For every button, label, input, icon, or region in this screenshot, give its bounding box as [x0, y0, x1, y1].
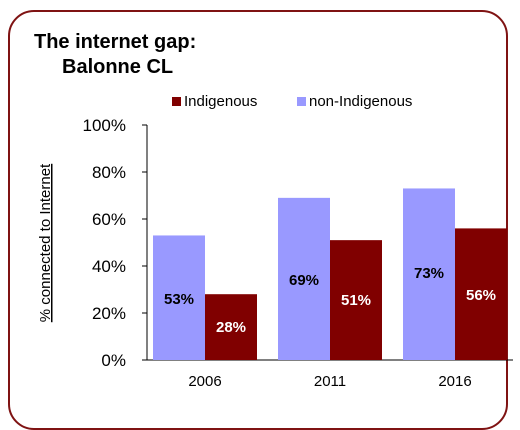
y-tick-label: 0%: [101, 351, 126, 370]
data-label-indigenous-2016: 56%: [466, 287, 496, 304]
y-axis-label: % connected to Internet: [37, 163, 54, 322]
chart-title: The internet gap: Balonne CL: [34, 30, 196, 80]
data-label-non-indigenous-2006: 53%: [164, 291, 194, 308]
data-label-indigenous-2011: 51%: [341, 292, 371, 309]
legend-swatch-non-indigenous: [297, 97, 306, 106]
bar-indigenous-2016: [455, 228, 507, 360]
bar-non-indigenous-2006: [153, 235, 205, 360]
y-tick-label: 80%: [92, 163, 126, 182]
bar-non-indigenous-2011: [278, 197, 330, 360]
bar-indigenous-2006: [205, 294, 257, 360]
legend-swatch-indigenous: [172, 97, 181, 106]
title-line-1: The internet gap:: [34, 31, 197, 53]
y-tick-label: 20%: [92, 304, 126, 323]
legend-label-indigenous: Indigenous: [184, 93, 257, 110]
bar-indigenous-2011: [330, 240, 382, 360]
data-label-non-indigenous-2011: 69%: [289, 272, 319, 289]
x-category-label: 2016: [438, 373, 471, 390]
title-line-2: Balonne CL: [62, 56, 174, 78]
y-tick-label: 40%: [92, 257, 126, 276]
legend-label-non-indigenous: non-Indigenous: [309, 93, 412, 110]
x-category-label: 2006: [188, 373, 221, 390]
bar-non-indigenous-2016: [403, 188, 455, 360]
y-tick-label: 100%: [83, 116, 126, 135]
data-label-indigenous-2006: 28%: [216, 319, 246, 336]
y-tick-label: 60%: [92, 210, 126, 229]
data-label-non-indigenous-2016: 73%: [414, 265, 444, 282]
x-category-label: 2011: [314, 373, 346, 390]
bar-chart: 0% 20% 40% 60% 80% 100% % connected to Interne…: [37, 93, 513, 390]
